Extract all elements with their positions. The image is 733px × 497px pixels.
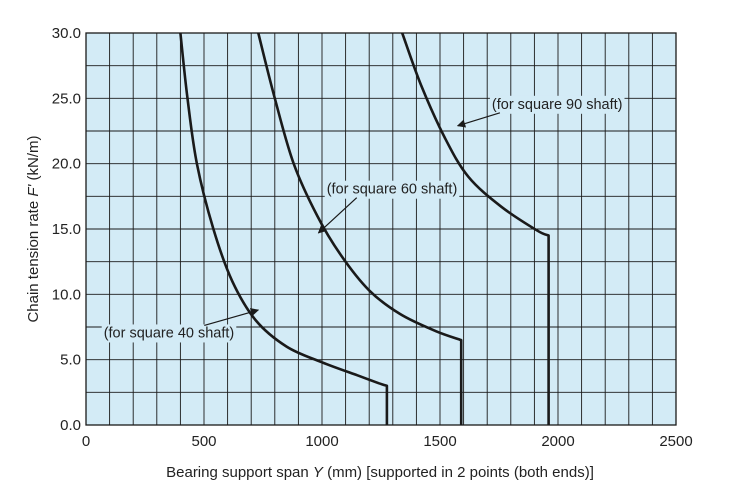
annotation-arrow-1 bbox=[204, 308, 260, 327]
y-tick-label: 25.0 bbox=[52, 90, 81, 107]
y-tick-label: 5.0 bbox=[60, 352, 81, 369]
x-tick-labels: 0 500 1000 1500 2000 2500 bbox=[82, 433, 693, 450]
x-tick-label: 1000 bbox=[305, 433, 338, 450]
y-tick-label: 20.0 bbox=[52, 156, 81, 173]
annotation-background bbox=[324, 180, 460, 199]
x-tick-label: 2000 bbox=[541, 433, 574, 450]
annotation-label-1: (for square 40 shaft) bbox=[104, 325, 235, 341]
x-axis-label: Bearing support span Y (mm) [supported i… bbox=[166, 464, 594, 481]
series-line-2 bbox=[257, 32, 463, 425]
y-tick-label: 15.0 bbox=[52, 221, 81, 238]
annotation-arrow-2 bbox=[317, 197, 358, 234]
y-tick-label: 10.0 bbox=[52, 286, 81, 303]
annotation-label-3: (for square 90 shaft) bbox=[492, 97, 623, 113]
annotations-group: (for square 40 shaft) (for square 60 shaf… bbox=[101, 95, 625, 343]
annotation-label-2: (for square 60 shaft) bbox=[327, 182, 458, 198]
plot-frame bbox=[85, 32, 677, 426]
series-line-3 bbox=[400, 32, 550, 425]
y-tick-label: 0.0 bbox=[60, 417, 81, 434]
x-tick-label: 2500 bbox=[659, 433, 692, 450]
annotation-arrow-3 bbox=[456, 112, 501, 128]
x-tick-label: 0 bbox=[82, 433, 90, 450]
annotation-background bbox=[489, 95, 625, 114]
series-group bbox=[179, 32, 550, 425]
series-line-1 bbox=[179, 32, 389, 425]
x-tick-label: 500 bbox=[191, 433, 216, 450]
y-axis-label: Chain tension rate F' (kN/m) bbox=[25, 135, 42, 322]
x-tick-label: 1500 bbox=[423, 433, 456, 450]
annotation-background bbox=[101, 324, 237, 343]
y-tick-labels: 0.0 5.0 10.0 15.0 20.0 25.0 30.0 bbox=[52, 25, 81, 434]
y-tick-label: 30.0 bbox=[52, 25, 81, 42]
